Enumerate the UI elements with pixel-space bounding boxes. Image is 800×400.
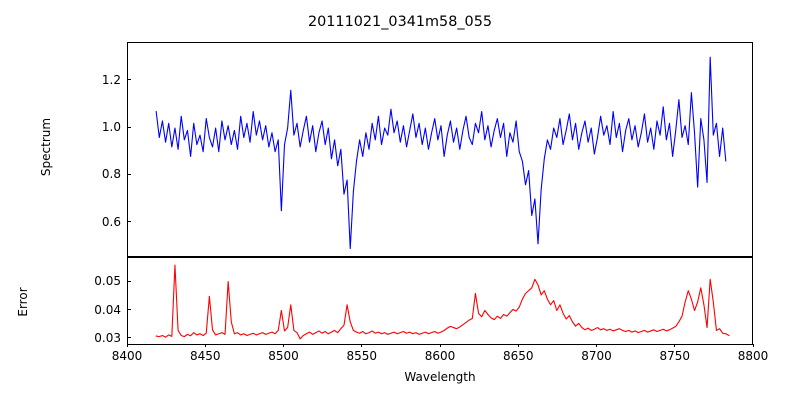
y-tick-mark [127, 173, 131, 175]
x-tick-label: 8500 [268, 349, 299, 363]
x-tick-mark [361, 343, 363, 347]
y-tick-label: 1.2 [101, 72, 121, 87]
y-tick-mark [127, 126, 131, 128]
spectrum-plot-area [127, 42, 753, 257]
x-tick-label: 8450 [189, 349, 221, 363]
y-tick-label: 0.03 [94, 330, 121, 345]
x-tick-mark [439, 343, 441, 347]
y-tick-label: 0.8 [101, 167, 121, 182]
x-tick-mark [596, 343, 597, 347]
error-plot-area [127, 257, 753, 345]
y-tick-label: 0.6 [101, 214, 121, 229]
x-tick-label: 8650 [502, 349, 534, 363]
y-tick-mark [127, 79, 131, 81]
y-tick-mark [127, 280, 131, 282]
x-tick-label: 8400 [111, 349, 143, 363]
x-tick-label: 8750 [659, 349, 691, 363]
x-tick-mark [204, 343, 206, 347]
x-tick-mark [517, 343, 519, 347]
x-tick-label: 8600 [424, 349, 456, 363]
y-tick-mark [127, 309, 131, 311]
x-tick-label: 8800 [737, 349, 769, 363]
x-tick-mark [752, 343, 754, 347]
y-tick-label: 1.0 [101, 120, 121, 135]
x-axis-label: Wavelength [404, 370, 476, 384]
x-tick-mark [674, 343, 676, 347]
y-tick-label: 0.04 [94, 302, 121, 317]
page-title: 20111021_0341m58_055 [307, 14, 493, 30]
x-tick-mark [283, 343, 284, 347]
x-tick-mark [126, 343, 128, 347]
x-tick-label: 8700 [581, 349, 612, 363]
spectrum-line-series [155, 56, 727, 250]
error-y-axis-label: Error [16, 287, 30, 317]
error-line-series [155, 264, 730, 340]
x-tick-label: 8550 [346, 349, 378, 363]
y-tick-label: 0.05 [94, 274, 121, 289]
y-tick-mark [127, 221, 131, 223]
spectrum-y-axis-label: Spectrum [39, 117, 53, 177]
y-tick-mark [127, 337, 131, 339]
